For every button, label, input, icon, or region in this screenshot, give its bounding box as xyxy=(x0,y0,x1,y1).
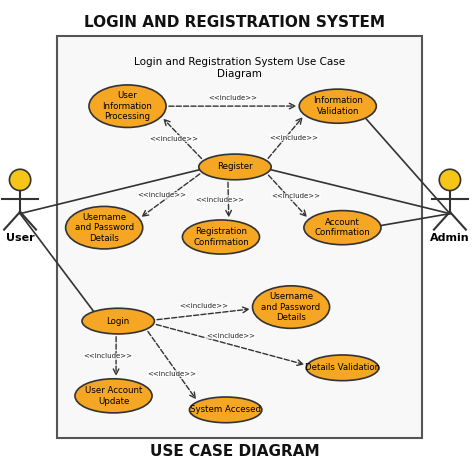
Text: Admin: Admin xyxy=(430,233,470,243)
Text: User: User xyxy=(6,233,35,243)
Text: Details Validation: Details Validation xyxy=(305,363,380,372)
Ellipse shape xyxy=(306,355,379,381)
Text: Username
and Password
Details: Username and Password Details xyxy=(262,292,320,322)
Text: <<include>>: <<include>> xyxy=(269,135,319,141)
Ellipse shape xyxy=(82,308,155,334)
Text: User Account
Update: User Account Update xyxy=(85,386,142,406)
Text: <<include>>: <<include>> xyxy=(137,192,187,199)
Ellipse shape xyxy=(89,85,166,128)
Ellipse shape xyxy=(304,210,381,245)
Text: Account
Confirmation: Account Confirmation xyxy=(315,218,370,237)
Ellipse shape xyxy=(199,154,271,180)
Text: <<include>>: <<include>> xyxy=(149,136,199,142)
Text: <<include>>: <<include>> xyxy=(206,333,255,339)
Ellipse shape xyxy=(253,286,329,328)
Text: LOGIN AND REGISTRATION SYSTEM: LOGIN AND REGISTRATION SYSTEM xyxy=(84,15,385,30)
Text: User
Information
Processing: User Information Processing xyxy=(102,91,153,121)
Text: Registration
Confirmation: Registration Confirmation xyxy=(193,228,249,246)
Ellipse shape xyxy=(65,206,143,249)
Text: System Accesed: System Accesed xyxy=(190,405,261,414)
Circle shape xyxy=(439,169,461,191)
Text: Information
Validation: Information Validation xyxy=(313,97,363,116)
Ellipse shape xyxy=(75,379,152,413)
Text: Register: Register xyxy=(217,163,253,172)
Text: <<include>>: <<include>> xyxy=(147,371,197,377)
Text: <<include>>: <<include>> xyxy=(195,197,245,203)
Text: <<include>>: <<include>> xyxy=(179,303,228,309)
Text: Username
and Password
Details: Username and Password Details xyxy=(74,213,134,243)
Text: <<include>>: <<include>> xyxy=(272,193,321,199)
Text: Login and Registration System Use Case
Diagram: Login and Registration System Use Case D… xyxy=(134,57,345,79)
Ellipse shape xyxy=(299,89,376,123)
FancyBboxPatch shape xyxy=(57,36,422,438)
Text: <<include>>: <<include>> xyxy=(208,95,257,100)
Ellipse shape xyxy=(182,220,259,254)
Text: Login: Login xyxy=(107,317,130,326)
Circle shape xyxy=(9,169,31,191)
Ellipse shape xyxy=(190,397,262,423)
Text: USE CASE DIAGRAM: USE CASE DIAGRAM xyxy=(150,444,320,459)
Text: <<include>>: <<include>> xyxy=(83,354,132,359)
